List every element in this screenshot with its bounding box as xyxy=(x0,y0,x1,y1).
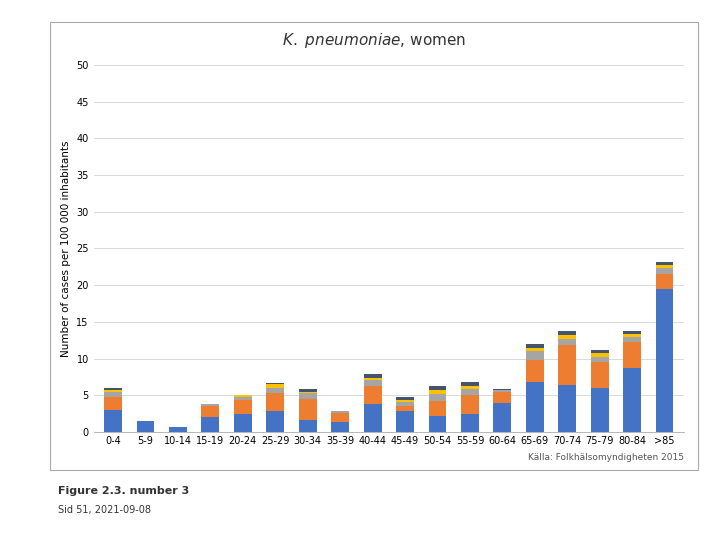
Bar xyxy=(590,357,608,362)
Bar xyxy=(299,420,317,432)
Bar xyxy=(331,422,349,432)
Bar xyxy=(234,395,252,397)
Bar xyxy=(396,402,414,406)
Bar xyxy=(428,390,446,394)
Bar xyxy=(104,390,122,393)
Bar xyxy=(656,261,673,265)
Bar xyxy=(558,332,576,335)
Bar xyxy=(656,289,673,432)
Bar xyxy=(624,330,641,334)
Bar xyxy=(299,393,317,399)
Bar xyxy=(396,406,414,411)
Text: $\it{K.\ pneumoniae}$, women: $\it{K.\ pneumoniae}$, women xyxy=(282,31,467,50)
Bar xyxy=(656,265,673,268)
Bar xyxy=(137,421,154,432)
Bar xyxy=(169,427,187,432)
Bar xyxy=(558,345,576,385)
Bar xyxy=(590,353,608,357)
Bar xyxy=(299,399,317,420)
Y-axis label: Number of cases per 100 000 inhabitants: Number of cases per 100 000 inhabitants xyxy=(60,140,71,356)
Bar xyxy=(299,392,317,393)
Bar xyxy=(364,374,382,377)
Bar xyxy=(266,383,284,384)
Bar xyxy=(428,401,446,416)
Bar xyxy=(558,385,576,432)
Bar xyxy=(331,413,349,422)
Bar xyxy=(428,416,446,432)
Bar xyxy=(266,388,284,393)
Bar xyxy=(624,334,641,336)
Bar xyxy=(590,350,608,353)
Bar xyxy=(526,344,544,348)
Bar xyxy=(396,397,414,400)
Bar xyxy=(428,387,446,390)
Text: Källa: Folkhälsomyndigheten 2015: Källa: Folkhälsomyndigheten 2015 xyxy=(528,453,684,462)
Bar xyxy=(396,411,414,432)
Bar xyxy=(526,351,544,360)
Bar xyxy=(526,382,544,432)
Bar xyxy=(104,388,122,390)
Bar xyxy=(364,386,382,404)
Bar xyxy=(526,360,544,382)
Bar xyxy=(331,411,349,413)
Bar xyxy=(461,414,479,432)
Bar xyxy=(396,400,414,402)
Bar xyxy=(234,397,252,401)
Bar xyxy=(493,403,511,432)
Bar xyxy=(266,393,284,411)
Bar xyxy=(428,394,446,401)
Bar xyxy=(104,397,122,410)
Bar xyxy=(493,392,511,403)
Bar xyxy=(104,410,122,432)
Bar xyxy=(624,342,641,368)
Bar xyxy=(364,404,382,432)
Bar xyxy=(590,388,608,432)
Bar xyxy=(461,382,479,386)
Bar xyxy=(202,417,220,432)
Bar xyxy=(590,362,608,388)
Text: Figure 2.3. number 3: Figure 2.3. number 3 xyxy=(58,486,189,496)
Bar xyxy=(202,406,220,417)
Bar xyxy=(558,335,576,339)
Bar xyxy=(299,389,317,392)
Bar xyxy=(624,368,641,432)
Bar xyxy=(493,389,511,390)
Bar xyxy=(234,414,252,432)
Bar xyxy=(202,404,220,406)
Bar xyxy=(624,336,641,342)
Bar xyxy=(364,380,382,386)
Bar xyxy=(461,386,479,389)
Bar xyxy=(656,268,673,274)
Bar xyxy=(461,389,479,395)
Bar xyxy=(104,393,122,397)
Bar xyxy=(461,395,479,414)
Bar xyxy=(493,390,511,392)
Bar xyxy=(526,348,544,351)
Bar xyxy=(266,411,284,432)
Bar xyxy=(656,274,673,289)
Bar xyxy=(266,384,284,388)
Bar xyxy=(364,377,382,380)
Text: Sid 51, 2021-09-08: Sid 51, 2021-09-08 xyxy=(58,505,150,515)
Bar xyxy=(234,401,252,414)
Bar xyxy=(558,339,576,345)
